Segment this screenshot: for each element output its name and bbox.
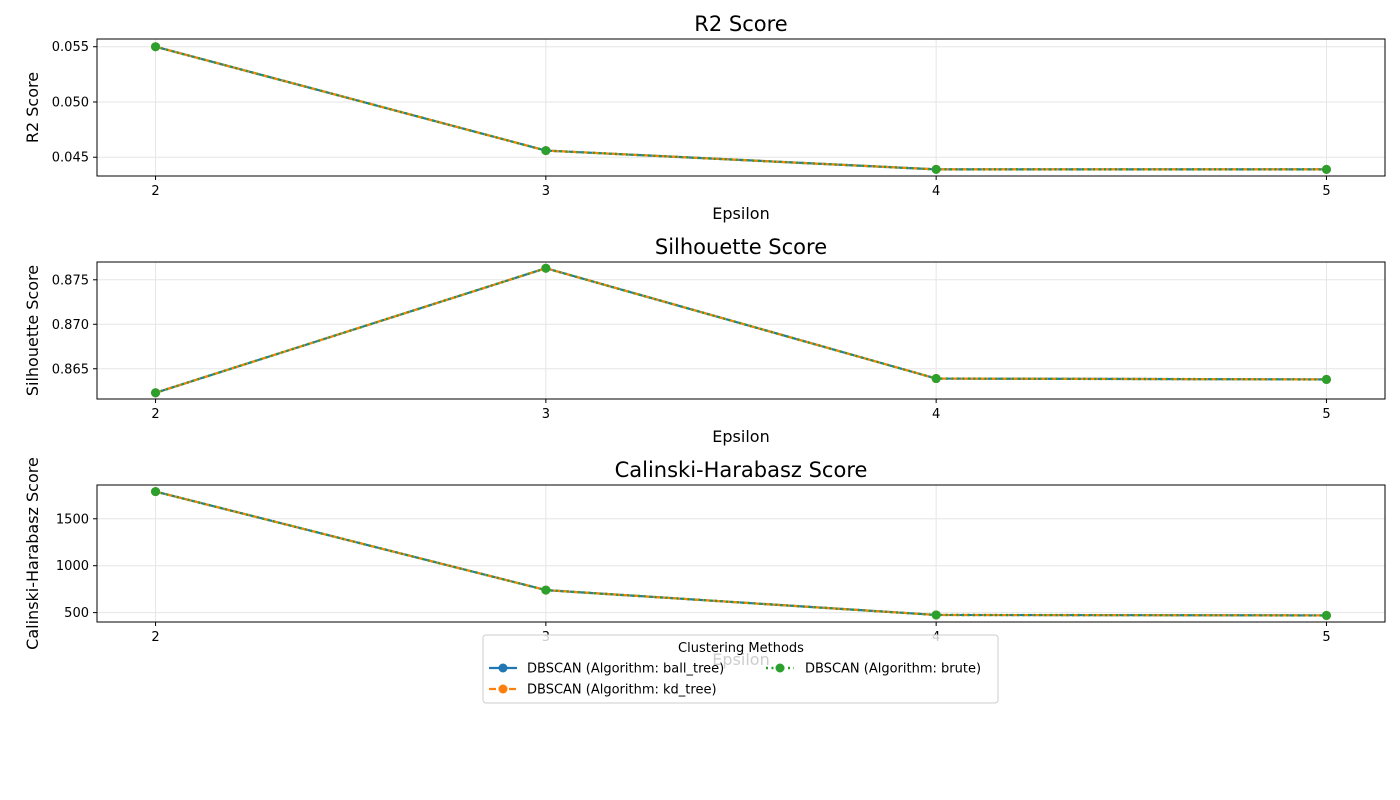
data-point-brute (541, 585, 551, 595)
series-line-kd-tree (155, 45, 1327, 171)
y-axis-label: Calinski-Harabasz Score (23, 457, 42, 650)
legend-entry-brute: DBSCAN (Algorithm: brute) (766, 662, 981, 677)
x-tick-label: 5 (1322, 407, 1330, 422)
legend-entry-kd-tree: DBSCAN (Algorithm: kd_tree) (489, 683, 717, 698)
data-point-brute (1321, 374, 1331, 384)
y-tick-label: 0.875 (52, 273, 89, 288)
x-tick-label: 2 (151, 630, 159, 645)
chart-title: R2 Score (694, 12, 787, 36)
legend-frame (482, 634, 999, 704)
legend-marker-kd-tree (498, 684, 508, 694)
data-point-brute (541, 263, 551, 273)
legend-marker-ball-tree (498, 663, 508, 673)
series-line-kd-tree (155, 490, 1327, 617)
x-tick-label: 5 (1322, 630, 1330, 645)
y-tick-label: 0.045 (52, 151, 89, 166)
legend-marker-brute (775, 663, 785, 673)
x-tick-label: 3 (542, 184, 550, 199)
x-tick-label: 4 (932, 184, 940, 199)
data-point-brute (151, 42, 161, 52)
y-tick-label: 0.055 (52, 40, 89, 55)
y-axis-label: R2 Score (23, 72, 42, 143)
plot-frame (96, 38, 1386, 177)
data-point-brute (931, 374, 941, 384)
chart-panel-1: 2 3 4 5 0.045 0.050 0.055 R2 Score Epsilon R2 Sco… (23, 12, 1386, 223)
y-tick-label: 1500 (56, 512, 89, 527)
legend-label-brute: DBSCAN (Algorithm: brute) (805, 662, 981, 677)
y-axis-label: Silhouette Score (23, 265, 42, 396)
y-tick-label: 0.870 (52, 318, 89, 333)
legend: Clustering Methods DBSCAN (Algorithm: ba… (482, 634, 999, 704)
panels: 2 3 4 5 0.045 0.050 0.055 R2 Score Epsilon R2 Sco… (23, 12, 1386, 669)
data-point-brute (151, 388, 161, 398)
y-tick-label: 0.050 (52, 95, 89, 110)
x-axis-label: Epsilon (712, 204, 769, 223)
plot-frame (96, 261, 1386, 400)
series-line-brute (155, 267, 1327, 394)
plot-frame (96, 484, 1386, 623)
x-tick-label: 2 (151, 184, 159, 199)
data-point-brute (1321, 610, 1331, 620)
y-tick-label: 500 (64, 606, 89, 621)
legend-label-ball-tree: DBSCAN (Algorithm: ball_tree) (527, 662, 724, 677)
x-tick-label: 3 (542, 407, 550, 422)
chart-title: Silhouette Score (655, 235, 827, 259)
y-tick-label: 1000 (56, 559, 89, 574)
data-point-brute (931, 164, 941, 174)
legend-title: Clustering Methods (678, 641, 804, 656)
chart-title: Calinski-Harabasz Score (615, 458, 868, 482)
legend-entry-ball-tree: DBSCAN (Algorithm: ball_tree) (489, 662, 724, 677)
x-tick-label: 4 (932, 407, 940, 422)
x-axis-label: Epsilon (712, 427, 769, 446)
data-point-brute (541, 146, 551, 156)
y-tick-label: 0.865 (52, 362, 89, 377)
data-point-brute (931, 610, 941, 620)
x-tick-label: 2 (151, 407, 159, 422)
x-tick-label: 5 (1322, 184, 1330, 199)
data-point-brute (151, 487, 161, 497)
legend-label-kd-tree: DBSCAN (Algorithm: kd_tree) (527, 683, 717, 698)
chart-panel-2: 2 3 4 5 0.865 0.870 0.875 Silhouette Score Epsil… (23, 235, 1386, 446)
data-point-brute (1321, 164, 1331, 174)
